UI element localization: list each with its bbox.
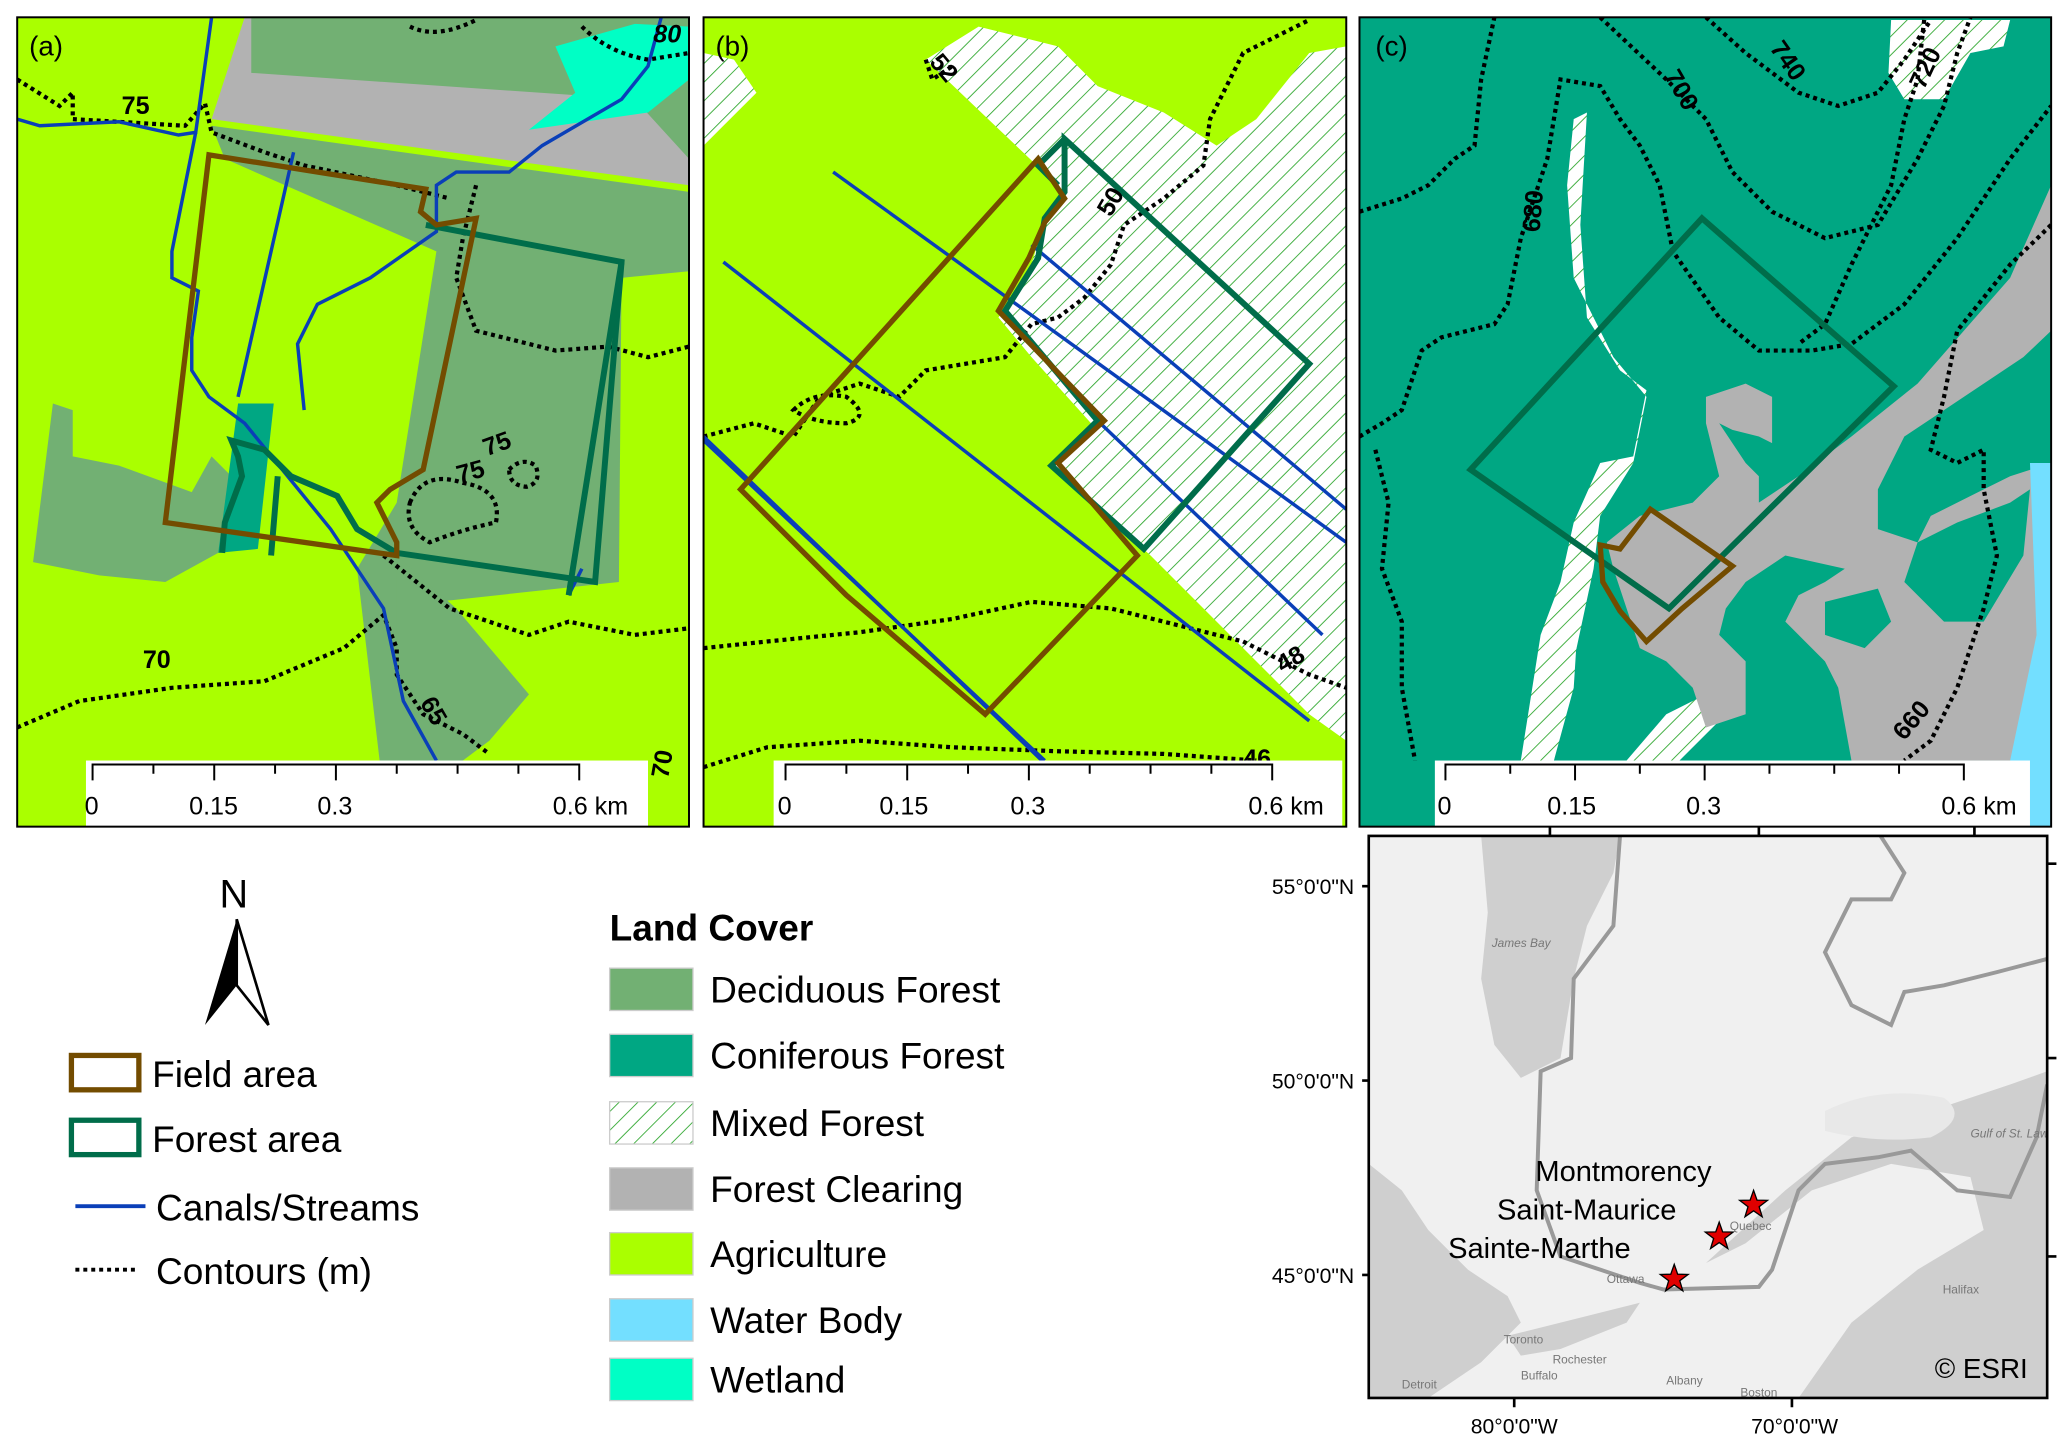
legend-label: Field area — [152, 1053, 317, 1095]
basemap-label: Buffalo — [1521, 1368, 1558, 1382]
wetland-swatch — [608, 1357, 694, 1402]
basemap-label: Gulf of St. Lawrence — [1970, 1126, 2067, 1140]
legend-label: Contours (m) — [156, 1250, 372, 1292]
contour-label: 75 — [122, 92, 150, 120]
land-cover-legend: Land Cover Deciduous Forest Coniferous F… — [608, 906, 1005, 1402]
latitude-label: 50°0'0"N — [1272, 1070, 1354, 1093]
contour-label: 80 — [653, 20, 681, 48]
esri-credit: © ESRI — [1935, 1353, 2028, 1384]
latitude-label: 45°0'0"N — [1272, 1265, 1354, 1288]
scale-tick-label: 0.15 — [189, 793, 238, 821]
legend-label: Forest Clearing — [710, 1168, 963, 1210]
basemap-label: Boston — [1740, 1386, 1777, 1400]
field-area-outline — [1597, 505, 1737, 646]
scale-tick-label: 0.6 km — [553, 793, 628, 821]
scale-bar: 0 0.15 0.3 0.6 km — [773, 760, 1343, 827]
scale-tick-label: 0 — [778, 793, 792, 821]
field-area-outline — [736, 154, 1141, 718]
legend-label: Wetland — [710, 1359, 845, 1401]
legend-lines: Field area Forest area Canals/Streams Co… — [68, 1052, 419, 1292]
scale-tick-label: 0.15 — [879, 793, 928, 821]
gulf-st-lawrence — [1705, 1071, 2048, 1398]
legend-label: Agriculture — [710, 1233, 887, 1275]
forest-area-swatch — [68, 1117, 142, 1158]
contour-label: 70 — [646, 748, 678, 780]
legend-label: Deciduous Forest — [710, 969, 1001, 1011]
legend-label: Coniferous Forest — [710, 1035, 1005, 1077]
legend-label: Mixed Forest — [710, 1102, 925, 1144]
great-lakes — [1368, 1163, 1521, 1398]
site-star-sainte-marthe[interactable] — [1658, 1262, 1691, 1293]
site-label-saint-maurice: Saint-Maurice — [1497, 1194, 1676, 1226]
james-bay — [1481, 835, 1621, 1078]
clearing-swatch — [608, 1167, 694, 1211]
legend-title: Land Cover — [610, 906, 814, 948]
legend-label: Forest area — [152, 1118, 342, 1160]
contour-label: 75 — [453, 455, 487, 489]
basemap-label: Quebec — [1730, 1219, 1772, 1233]
basemap-label: Toronto — [1504, 1333, 1544, 1347]
mixed-forest-area — [703, 53, 757, 146]
province-boundary — [1534, 835, 2048, 1292]
forest-area-outline — [219, 222, 625, 596]
scale-tick-label: 0.6 km — [1248, 793, 1323, 821]
map-panel-b: (b) 52 50 48 46 0 0.15 0.3 0.6 km — [703, 17, 1347, 827]
scale-tick-label: 0.6 km — [1941, 793, 2016, 821]
contour-label: 70 — [143, 646, 171, 674]
deciduous-area — [211, 125, 689, 794]
forest-area-outline — [1466, 214, 1899, 613]
wetland-area — [528, 23, 689, 130]
scale-tick-label: 0 — [85, 793, 99, 821]
basemap-label: Albany — [1666, 1374, 1702, 1388]
site-star-saint-maurice[interactable] — [1703, 1220, 1735, 1251]
panel-label-c: (c) — [1375, 31, 1407, 62]
deciduous-area — [33, 403, 232, 582]
site-star-montmorency[interactable] — [1737, 1188, 1770, 1219]
field-area-outline — [162, 151, 480, 559]
scale-bar: 0 0.15 0.3 0.6 km — [1434, 760, 2030, 827]
basemap-label: Halifax — [1943, 1282, 1979, 1296]
legend-label: Water Body — [710, 1299, 902, 1341]
water-area — [2010, 462, 2052, 827]
contour-label: 680 — [1518, 189, 1550, 233]
map-panel-a: (a) 75 80 75 75 70 65 70 0 0.15 0.3 0.6 … — [17, 17, 689, 827]
legend-label: Canals/Streams — [156, 1187, 419, 1229]
inset-locator-map: James Bay Quebec Ottawa Toronto Rocheste… — [1272, 826, 2067, 1439]
mixed-swatch — [608, 1101, 694, 1145]
field-area-swatch — [68, 1052, 142, 1093]
basemap-label: Rochester — [1553, 1353, 1607, 1367]
deciduous-area — [396, 555, 529, 781]
basemap-label: Ottawa — [1607, 1272, 1645, 1286]
scale-bar: 0 0.15 0.3 0.6 km — [85, 760, 649, 827]
scale-tick-label: 0.3 — [1686, 793, 1721, 821]
longitude-label: 70°0'0"W — [1751, 1416, 1838, 1439]
map-panel-c: (c) 740 700 720 680 660 0 0.15 0.3 0.6 k… — [1359, 17, 2052, 827]
mixed-forest-area — [1520, 581, 1720, 761]
scale-tick-label: 0 — [1438, 793, 1452, 821]
water-swatch — [608, 1298, 694, 1342]
site-label-montmorency: Montmorency — [1535, 1156, 1712, 1188]
mixed-forest-area — [1520, 112, 1647, 761]
mixed-forest-area — [925, 26, 1347, 741]
coniferous-swatch — [608, 1033, 694, 1078]
coniferous-area — [1824, 489, 2030, 649]
basemap-label: Detroit — [1402, 1378, 1438, 1392]
panel-label-a: (a) — [29, 31, 63, 62]
longitude-label: 80°0'0"W — [1471, 1416, 1558, 1439]
site-label-sainte-marthe: Sainte-Marthe — [1448, 1233, 1631, 1265]
scale-tick-label: 0.3 — [317, 793, 352, 821]
scale-tick-label: 0.15 — [1547, 793, 1596, 821]
agriculture-swatch — [608, 1231, 694, 1276]
north-arrow: N — [204, 872, 270, 1026]
north-label: N — [220, 872, 249, 916]
panel-label-b: (b) — [715, 31, 749, 62]
scale-tick-label: 0.3 — [1010, 793, 1045, 821]
deciduous-swatch — [608, 967, 694, 1012]
latitude-label: 55°0'0"N — [1272, 876, 1354, 899]
north-arrow-icon — [204, 919, 237, 1026]
basemap-label: James Bay — [1491, 936, 1552, 950]
